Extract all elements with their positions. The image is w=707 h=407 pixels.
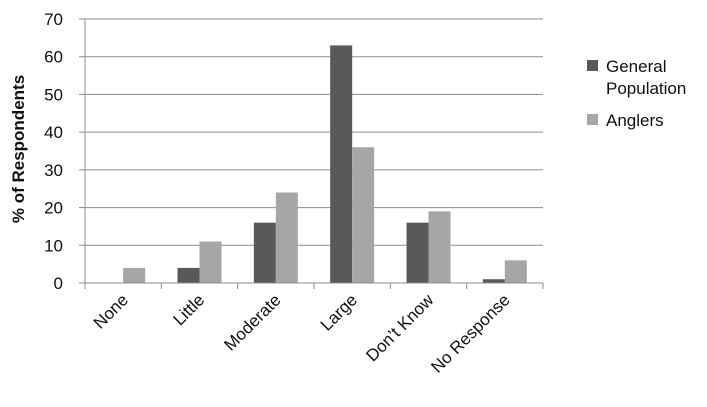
y-axis-label: % of Respondents (9, 75, 28, 223)
bar (253, 222, 276, 283)
legend-label: General Population (606, 57, 686, 98)
y-tick-label: 70 (44, 10, 63, 29)
bar (123, 267, 146, 283)
y-tick-label: 50 (44, 85, 63, 104)
y-tick-label: 0 (54, 274, 63, 293)
x-category-label: None (90, 290, 132, 332)
y-tick-label: 30 (44, 161, 63, 180)
bar (428, 211, 451, 283)
bar (504, 260, 527, 283)
y-tick-label: 10 (44, 236, 63, 255)
legend-swatch (587, 114, 598, 125)
legend-swatch (587, 60, 598, 71)
bar (482, 279, 505, 283)
x-category-label: Moderate (220, 290, 284, 354)
x-category-label: Don’t Know (362, 290, 437, 365)
y-tick-labels: 0 10 20 30 40 50 60 70 (44, 10, 63, 293)
bar (177, 267, 200, 283)
gridlines (85, 18, 543, 246)
y-tick-label: 60 (44, 48, 63, 67)
bar (199, 241, 222, 283)
x-category-label: Large (317, 290, 361, 334)
bar (406, 222, 429, 283)
bars (123, 45, 527, 284)
legend: General Population Anglers (587, 57, 686, 130)
legend-label: Anglers (606, 111, 664, 130)
axes (79, 18, 544, 289)
x-category-label: Little (169, 290, 208, 329)
bar (330, 45, 353, 284)
y-tick-label: 40 (44, 123, 63, 142)
bar (352, 147, 375, 283)
x-category-label: No Response (427, 290, 513, 376)
bar (275, 192, 298, 283)
y-tick-label: 20 (44, 199, 63, 218)
